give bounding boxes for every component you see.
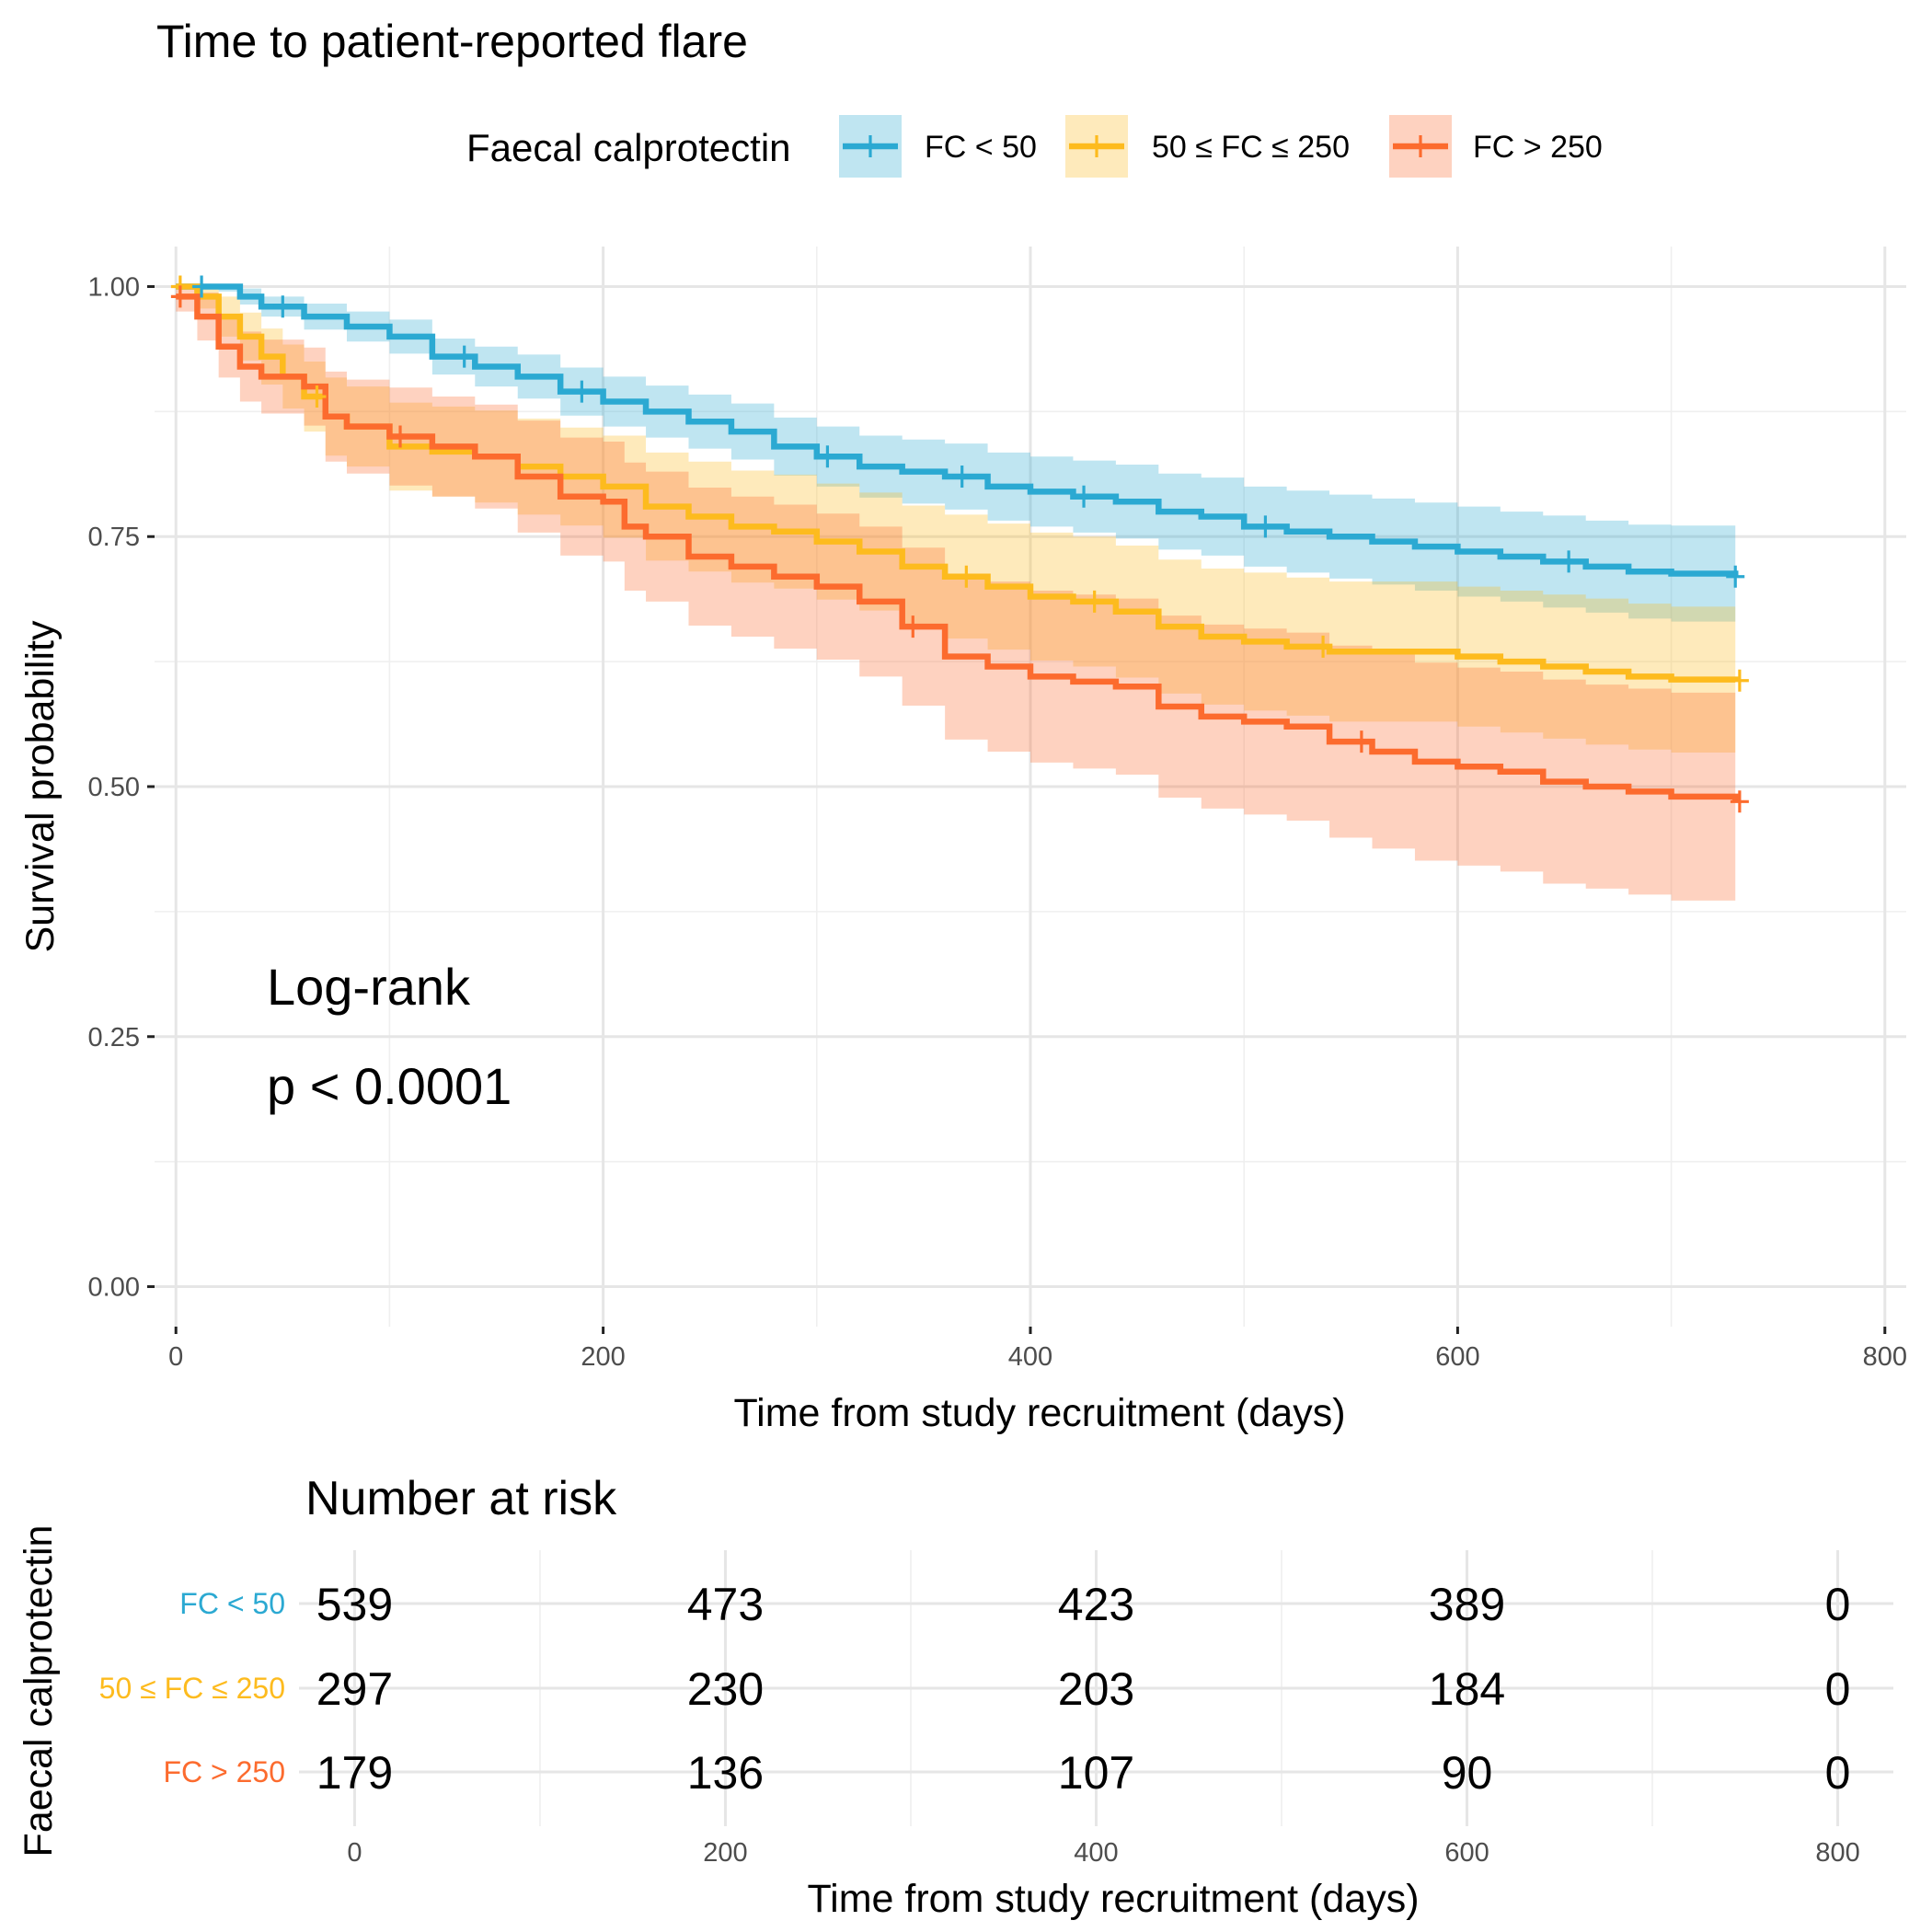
survival-curve-fc-gt-250 [176,293,1739,802]
plot-axes: 0.00 0.25 0.50 0.75 1.00 0 200 400 600 800 [88,272,1907,1372]
legend-label-fc-gt-250: FC > 250 [1473,130,1603,165]
risk-row-label-fc-gt-250: FC > 250 [163,1755,285,1788]
survival-curve-fc-lt-50 [176,283,1739,577]
y-tick-label: 0.25 [88,1023,140,1052]
censor-mark [818,445,837,468]
y-tick-label: 0.50 [88,773,140,802]
censor-mark [1085,590,1104,613]
censor-mark [454,345,474,368]
censor-mark [307,385,327,408]
risk-x-tick-label: 400 [1074,1838,1118,1868]
risk-count: 107 [1058,1747,1134,1799]
censor-mark [391,425,410,448]
censor-mark [192,275,212,298]
x-tick-label: 600 [1435,1342,1479,1372]
risk-count: 389 [1429,1579,1505,1630]
censor-marks [170,275,1749,813]
censor-mark [170,285,190,308]
censor-mark [1730,790,1749,813]
risk-count: 473 [687,1579,764,1630]
risk-table: Number at risk Faecal calprotectin Time … [17,1472,1893,1921]
censor-mark [903,615,923,638]
risk-count: 297 [316,1663,393,1715]
censor-mark [1314,635,1333,658]
confidence-bands [176,286,1736,901]
x-tick-label: 200 [581,1342,625,1372]
legend-label-fc-50-250: 50 ≤ FC ≤ 250 [1152,130,1350,165]
chart-title: Time to patient-reported flare [156,16,748,67]
confidence-band-fc-50-250 [176,286,1736,753]
censor-mark [1351,730,1371,753]
censor-mark [273,295,293,318]
risk-count: 230 [687,1663,764,1715]
censor-mark [1726,565,1745,588]
censor-mark [1256,515,1275,538]
risk-count: 184 [1429,1663,1505,1715]
censor-mark [957,565,976,588]
censor-mark [952,466,972,489]
risk-table-title: Number at risk [305,1472,617,1525]
confidence-band-fc-gt-250 [176,286,1736,901]
risk-x-tick-label: 0 [347,1838,362,1868]
y-tick-label: 0.75 [88,523,140,552]
risk-count: 203 [1058,1663,1134,1715]
risk-x-tick-label: 800 [1815,1838,1859,1868]
risk-table-x-title: Time from study recruitment (days) [807,1877,1419,1921]
x-axis-title: Time from study recruitment (days) [733,1391,1345,1435]
risk-x-tick-label: 600 [1444,1838,1489,1868]
risk-count: 423 [1058,1579,1134,1630]
legend-title: Faecal calprotectin [466,126,791,169]
y-axis-title: Survival probability [18,620,63,952]
risk-count: 0 [1825,1747,1851,1799]
x-tick-label: 800 [1863,1342,1907,1372]
risk-x-tick-label: 200 [703,1838,747,1868]
censor-mark [572,380,592,403]
log-rank-label: Log-rank [267,958,471,1016]
x-tick-label: 0 [168,1342,183,1372]
risk-count: 0 [1825,1663,1851,1715]
plot-grid [155,247,1906,1327]
legend-label-fc-lt-50: FC < 50 [925,130,1037,165]
risk-count: 136 [687,1747,764,1799]
p-value-label: p < 0.0001 [267,1057,512,1115]
legend: Faecal calprotectin FC < 50 50 ≤ FC ≤ 250… [466,115,1603,178]
risk-count: 90 [1442,1747,1493,1799]
x-tick-label: 400 [1008,1342,1052,1372]
risk-row-label-fc-lt-50: FC < 50 [179,1587,285,1620]
risk-count: 0 [1825,1579,1851,1630]
risk-count: 539 [316,1579,393,1630]
censor-mark [1075,485,1094,508]
censor-mark [1559,550,1579,573]
risk-table-y-title: Faecal calprotectin [17,1525,61,1857]
risk-row-label-fc-50-250: 50 ≤ FC ≤ 250 [99,1672,285,1705]
risk-count: 179 [316,1747,393,1799]
y-tick-label: 1.00 [88,272,140,302]
censor-mark [1730,669,1749,692]
y-tick-label: 0.00 [88,1273,140,1303]
